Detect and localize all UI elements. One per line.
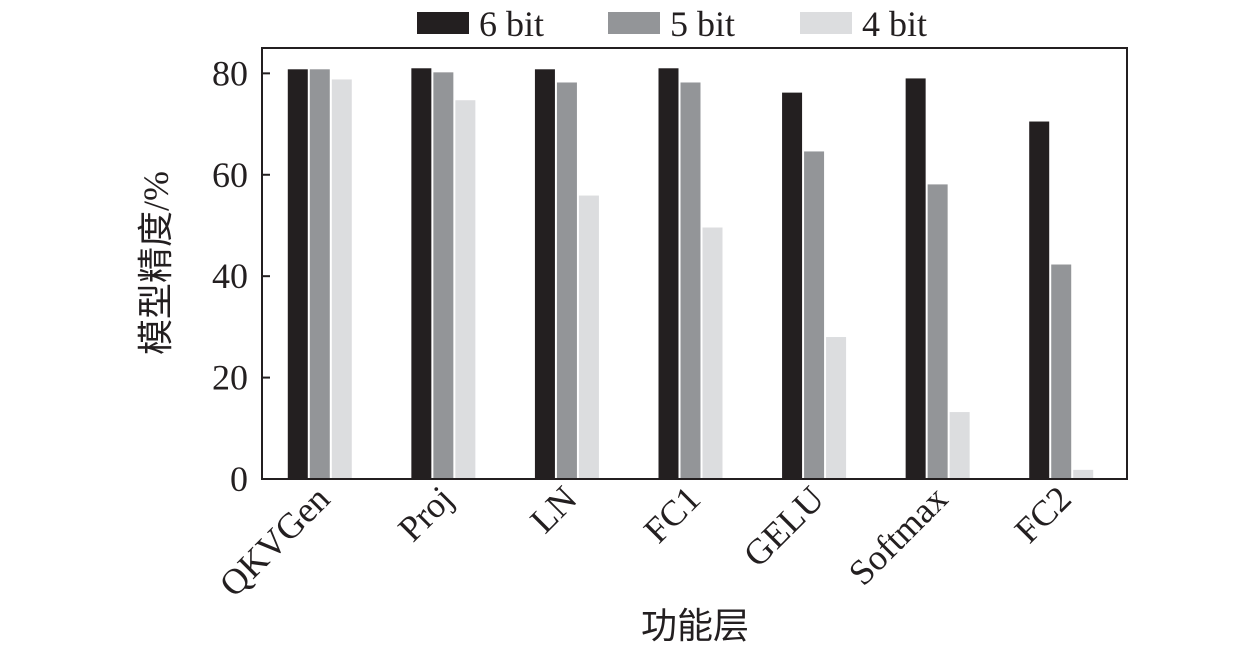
- bar: [680, 82, 701, 479]
- x-axis-label: 功能层: [641, 606, 749, 645]
- legend-label: 5 bit: [670, 4, 735, 44]
- bar: [927, 184, 948, 480]
- bar: [411, 68, 432, 480]
- bar: [534, 69, 555, 479]
- y-tick-label: 60: [212, 155, 248, 195]
- bar: [1051, 264, 1072, 479]
- legend-swatch: [800, 12, 852, 34]
- bar: [905, 78, 926, 480]
- bar: [287, 69, 308, 479]
- bar: [1073, 469, 1094, 479]
- y-tick-label: 80: [212, 53, 248, 93]
- y-tick-label: 0: [230, 459, 248, 499]
- bar: [658, 68, 679, 480]
- x-tick-label: FC2: [1007, 478, 1079, 550]
- x-tick-label: FC1: [636, 478, 708, 550]
- bar: [331, 79, 352, 479]
- bar: [826, 337, 847, 479]
- y-tick-label: 40: [212, 256, 248, 296]
- x-tick-label: GELU: [736, 478, 832, 574]
- bar: [702, 227, 723, 479]
- legend-label: 6 bit: [479, 4, 544, 44]
- bar: [578, 195, 599, 479]
- x-tick-label: LN: [522, 478, 584, 540]
- bar: [556, 82, 577, 479]
- bar: [782, 92, 803, 479]
- x-tick-label: Proj: [390, 478, 461, 549]
- legend-label: 4 bit: [862, 4, 927, 44]
- bar: [433, 72, 454, 480]
- legend-swatch: [608, 12, 660, 34]
- y-axis-label: 模型精度/%: [136, 171, 176, 355]
- x-tick-label: Softmax: [841, 478, 956, 593]
- bar: [804, 151, 825, 479]
- bar: [455, 100, 476, 480]
- y-tick-label: 20: [212, 358, 248, 398]
- plot-frame: [261, 47, 1128, 480]
- bar: [1029, 121, 1050, 479]
- bar: [949, 412, 970, 479]
- legend-swatch: [417, 12, 469, 34]
- bar: [309, 69, 330, 479]
